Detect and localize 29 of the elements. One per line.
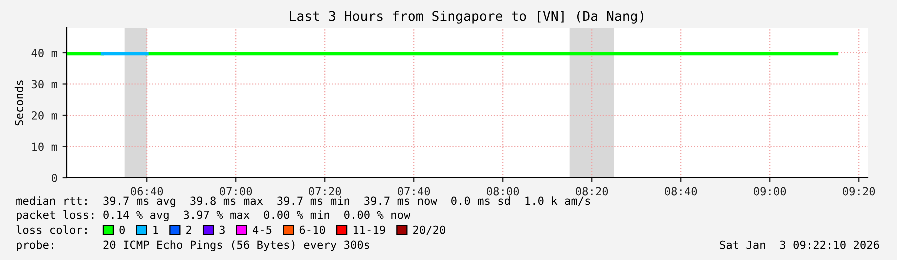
text: probe: 20 ICMP Echo Pings (56 Bytes) every 300s: [17, 240, 370, 252]
y-tick-label: 40 m: [32, 49, 58, 58]
legend-label: 3: [220, 226, 225, 234]
chart-title: Last 3 Hours from Singapore to [VN] (Da Nang): [290, 11, 644, 24]
text: median rtt: 39.7 ms avg 39.8 ms max 39.7 ms min 39.7 ms now 0.0 ms sd 1.0 k am/s: [16, 196, 590, 208]
text: Sat Jan 3 09:22:10 2026: [720, 240, 880, 250]
x-tick-label: 08:40: [665, 187, 698, 196]
x-tick-label: 09:00: [754, 187, 786, 196]
legend-label: 20/20: [414, 226, 446, 236]
y-tick-label: 30 m: [32, 80, 58, 89]
legend-title: loss color:: [16, 226, 87, 234]
x-tick-label: 08:00: [487, 187, 520, 196]
legend-label: 2: [186, 226, 192, 234]
y-tick-label: 10 m: [32, 142, 58, 152]
y-axis-title: Seconds: [14, 80, 24, 126]
x-tick-label: 08:20: [576, 187, 608, 196]
x-tick-label: 07:40: [398, 187, 430, 196]
text: packet loss: 0.14 % avg 3.97 % max 0.00 % min 0.00 % now: [17, 210, 411, 222]
legend-label: 11-19: [354, 226, 386, 234]
y-tick-label: 20 m: [32, 112, 58, 120]
legend-label: 6-10: [300, 226, 326, 234]
y-tick-label: 0: [52, 174, 58, 182]
x-tick-label: 06:40: [131, 187, 164, 196]
x-tick-label: 07:00: [220, 187, 252, 196]
legend-label: 0: [120, 226, 125, 234]
x-tick-label: 07:20: [309, 187, 342, 196]
legend-label: 4-5: [253, 226, 272, 234]
legend-label: 1: [154, 226, 158, 234]
x-tick-label: 09:20: [843, 187, 876, 196]
